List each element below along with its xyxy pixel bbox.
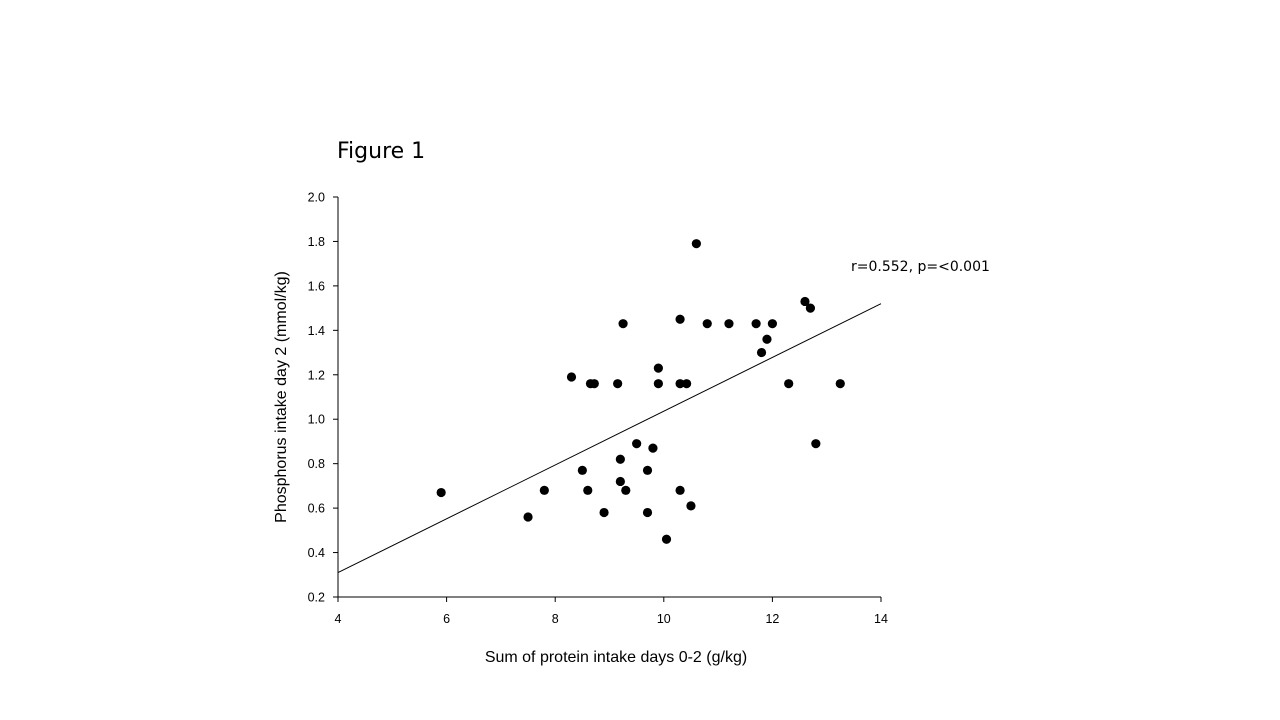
data-point — [767, 319, 778, 329]
data-point — [577, 465, 587, 475]
data-point — [523, 512, 533, 522]
y-tick-label: 0.2 — [308, 591, 325, 605]
data-point — [805, 303, 816, 313]
data-point — [615, 454, 625, 464]
data-point — [811, 439, 821, 449]
data-point — [632, 439, 642, 449]
data-point — [800, 296, 810, 307]
data-point — [653, 379, 663, 389]
y-tick-label: 0.8 — [308, 457, 325, 471]
data-point — [615, 476, 625, 487]
data-point — [566, 372, 577, 382]
correlation-annotation: r=0.552, p=<0.001 — [851, 259, 990, 275]
data-point — [599, 507, 609, 518]
data-point — [686, 501, 696, 511]
data-point — [762, 334, 772, 344]
y-tick-label: 0.6 — [308, 502, 325, 516]
x-tick-label: 12 — [765, 612, 779, 626]
x-tick-label: 4 — [335, 612, 342, 626]
data-point — [436, 487, 446, 498]
regression-line-group — [337, 303, 882, 574]
figure-title: Figure 1 — [337, 139, 426, 164]
x-tick-label: 8 — [552, 612, 559, 626]
data-point — [642, 507, 653, 518]
data-point — [675, 485, 685, 495]
data-point — [583, 485, 593, 495]
data-point — [756, 347, 767, 358]
y-axis-label: Phosphorus intake day 2 (mmol/kg) — [273, 271, 290, 523]
data-point — [724, 319, 734, 329]
y-tick-label: 1.4 — [308, 324, 325, 338]
x-tick-label: 14 — [874, 612, 888, 626]
data-point — [661, 534, 672, 544]
x-tick-label: 6 — [443, 612, 450, 626]
axes — [337, 197, 881, 598]
data-points — [436, 239, 845, 544]
data-point — [675, 379, 685, 389]
x-axis-label: Sum of protein intake days 0-2 (g/kg) — [485, 649, 747, 666]
y-tick-label: 1.8 — [308, 235, 325, 249]
data-point — [642, 465, 653, 475]
data-point — [675, 314, 685, 324]
y-tick-label: 1.2 — [308, 368, 325, 382]
data-point — [613, 379, 623, 389]
regression-line — [337, 303, 882, 574]
data-point — [648, 443, 658, 453]
x-tick-label: 10 — [657, 612, 671, 626]
data-point — [653, 363, 663, 373]
axis-ticks: 0.2 0.4 0.6 0.8 1.0 1.2 1.4 1.6 1.8 2.0 4 6 8 10 12 14 — [308, 191, 888, 627]
data-point — [682, 379, 692, 389]
data-point — [539, 485, 549, 495]
data-point — [751, 319, 761, 329]
y-tick-label: 0.4 — [308, 546, 325, 560]
data-point — [618, 319, 628, 329]
data-point — [835, 379, 845, 389]
y-tick-label: 1.6 — [308, 279, 325, 293]
data-point — [784, 379, 794, 389]
data-point — [691, 239, 701, 249]
data-point — [621, 485, 631, 495]
y-tick-label: 1.0 — [308, 413, 325, 427]
data-point — [589, 379, 599, 389]
y-tick-label: 2.0 — [308, 191, 325, 205]
data-point — [702, 319, 712, 329]
